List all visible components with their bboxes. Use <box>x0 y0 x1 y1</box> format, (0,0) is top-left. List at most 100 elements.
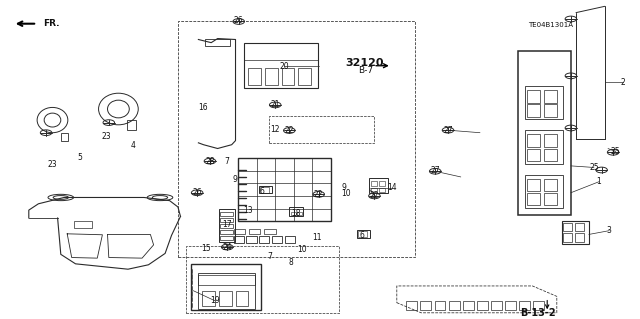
Bar <box>357 230 370 238</box>
Text: 7: 7 <box>268 252 273 261</box>
Text: 23: 23 <box>101 132 111 141</box>
Bar <box>527 193 540 205</box>
Text: TE04B1301A: TE04B1301A <box>528 22 573 28</box>
Text: 9: 9 <box>341 182 346 191</box>
Bar <box>527 149 540 161</box>
Bar <box>205 39 230 46</box>
Text: 16: 16 <box>198 103 208 112</box>
Text: 11: 11 <box>312 233 321 242</box>
Text: FR.: FR. <box>43 19 60 28</box>
Bar <box>491 301 502 310</box>
Bar <box>265 68 278 85</box>
Text: B-7: B-7 <box>358 66 374 75</box>
Text: 17: 17 <box>222 220 232 229</box>
Bar <box>191 264 261 310</box>
Bar <box>219 209 235 242</box>
Bar <box>297 212 302 216</box>
Bar <box>202 291 215 307</box>
Bar <box>282 68 294 85</box>
Bar <box>527 90 540 103</box>
Bar <box>234 236 244 243</box>
Text: 6: 6 <box>359 231 364 240</box>
Text: 25: 25 <box>589 163 599 172</box>
Bar <box>249 229 260 234</box>
Bar <box>420 301 431 310</box>
Text: 1: 1 <box>596 177 602 186</box>
Bar <box>220 218 233 222</box>
Bar <box>562 221 589 244</box>
Text: 27: 27 <box>443 126 453 135</box>
Bar <box>525 175 563 208</box>
Bar <box>234 229 245 234</box>
Bar <box>449 301 460 310</box>
Bar <box>246 236 257 243</box>
Text: 22: 22 <box>285 126 294 135</box>
Bar <box>533 301 544 310</box>
Bar <box>463 301 474 310</box>
Bar <box>527 104 540 117</box>
Bar <box>244 43 318 88</box>
Bar <box>238 158 331 221</box>
Bar <box>358 231 367 237</box>
Bar <box>544 193 557 205</box>
Text: 24: 24 <box>222 242 232 252</box>
Bar <box>544 179 557 191</box>
Text: 19: 19 <box>210 296 220 305</box>
Text: 26: 26 <box>192 188 202 197</box>
Bar <box>544 134 557 147</box>
Bar <box>260 187 269 193</box>
Bar <box>575 223 584 231</box>
Bar <box>519 301 530 310</box>
Text: 18: 18 <box>292 209 301 218</box>
Text: 21: 21 <box>271 100 280 109</box>
Bar <box>369 178 388 193</box>
Bar <box>220 212 233 216</box>
Text: 10: 10 <box>340 189 351 198</box>
Text: 7: 7 <box>225 157 230 166</box>
Bar <box>544 90 557 103</box>
Bar <box>198 273 255 309</box>
Bar <box>527 179 540 191</box>
Bar <box>527 134 540 147</box>
Bar <box>379 188 385 192</box>
Bar <box>291 212 296 216</box>
Bar <box>477 301 488 310</box>
Text: 5: 5 <box>77 153 83 162</box>
Bar <box>248 68 261 85</box>
Bar <box>544 104 557 117</box>
Text: 15: 15 <box>201 243 211 253</box>
Text: 2: 2 <box>621 78 626 87</box>
Bar <box>371 188 377 192</box>
Bar <box>198 275 255 285</box>
Text: 26: 26 <box>234 16 244 25</box>
Bar <box>525 86 563 119</box>
Bar <box>220 230 233 234</box>
Bar <box>525 130 563 164</box>
Bar <box>544 149 557 161</box>
Bar <box>371 182 377 186</box>
Text: 14: 14 <box>387 183 397 192</box>
Text: 28: 28 <box>205 157 214 166</box>
Bar <box>563 233 572 242</box>
Text: 12: 12 <box>271 125 280 134</box>
Bar <box>74 221 92 228</box>
Bar <box>61 133 68 141</box>
Text: 3: 3 <box>607 226 612 235</box>
Text: 20: 20 <box>279 62 289 71</box>
Text: 8: 8 <box>289 258 294 267</box>
Bar <box>178 21 415 256</box>
Text: B-13-2: B-13-2 <box>520 308 556 318</box>
Bar <box>379 182 385 186</box>
Bar <box>264 229 276 234</box>
Text: 6: 6 <box>260 187 265 196</box>
Bar <box>406 301 417 310</box>
Bar <box>505 301 516 310</box>
Bar <box>186 246 339 314</box>
Text: 23: 23 <box>47 160 58 169</box>
Text: 27: 27 <box>430 166 440 175</box>
Bar <box>298 68 311 85</box>
Bar <box>219 291 232 307</box>
Bar <box>563 223 572 231</box>
Bar <box>220 236 233 240</box>
Text: 4: 4 <box>131 141 136 150</box>
